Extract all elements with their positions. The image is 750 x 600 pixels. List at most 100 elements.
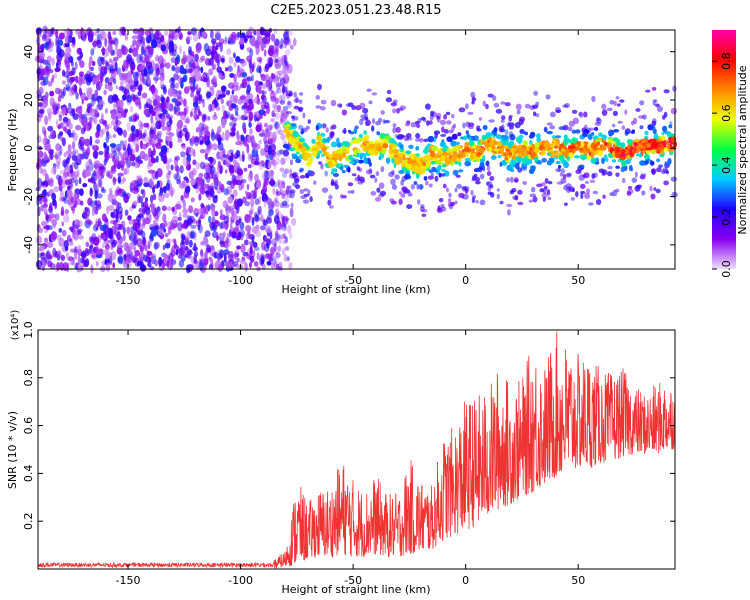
signal-blob — [546, 152, 552, 156]
noise-blob — [63, 195, 68, 204]
noise-blob — [213, 252, 218, 259]
noise-blob — [96, 193, 103, 199]
noise-blob — [216, 188, 222, 195]
noise-blob — [182, 74, 188, 83]
noise-blob — [160, 116, 166, 126]
noise-blob — [218, 72, 223, 79]
signal-blob — [506, 203, 513, 208]
signal-blob — [562, 124, 569, 131]
noise-blob — [236, 168, 244, 176]
noise-blob — [116, 111, 123, 119]
noise-blob — [88, 72, 95, 79]
noise-blob — [93, 117, 98, 125]
noise-blob — [65, 251, 70, 260]
noise-blob — [276, 149, 283, 156]
noise-blob — [222, 159, 226, 166]
noise-blob — [153, 126, 157, 135]
noise-blob — [268, 209, 274, 216]
noise-blob — [279, 234, 286, 240]
noise-blob — [119, 140, 125, 146]
noise-blob — [253, 261, 259, 267]
noise-blob — [149, 213, 152, 222]
noise-blob — [280, 133, 286, 141]
signal-blob — [342, 170, 346, 174]
signal-blob — [348, 155, 353, 160]
noise-blob — [56, 160, 60, 170]
noise-blob — [111, 194, 117, 200]
noise-blob — [217, 263, 223, 272]
signal-blob — [391, 157, 395, 164]
noise-blob — [102, 242, 105, 249]
signal-blob — [323, 138, 330, 143]
noise-blob — [160, 96, 165, 104]
noise-blob — [282, 247, 286, 256]
noise-blob — [240, 60, 247, 67]
noise-blob — [271, 110, 275, 118]
signal-blob — [440, 203, 445, 209]
signal-blob — [339, 166, 344, 171]
noise-blob — [135, 128, 139, 138]
noise-blob — [218, 38, 225, 45]
noise-blob — [40, 204, 45, 212]
noise-blob — [188, 239, 193, 248]
noise-blob — [282, 227, 287, 232]
noise-blob — [155, 210, 162, 216]
noise-blob — [108, 58, 112, 63]
noise-blob — [80, 127, 86, 135]
signal-blob — [365, 119, 371, 127]
noise-blob — [73, 252, 78, 260]
signal-blob — [524, 103, 531, 109]
noise-blob — [173, 106, 177, 115]
signal-blob — [450, 201, 456, 206]
noise-blob — [230, 180, 236, 190]
noise-blob — [77, 255, 81, 265]
signal-blob — [470, 189, 474, 196]
signal-blob — [341, 109, 348, 116]
noise-blob — [275, 191, 282, 196]
noise-blob — [119, 99, 124, 108]
noise-blob — [224, 169, 228, 174]
noise-blob — [204, 126, 209, 135]
noise-blob — [161, 205, 167, 212]
noise-blob — [220, 221, 226, 229]
signal-blob — [636, 184, 642, 188]
signal-blob — [360, 114, 366, 119]
noise-blob — [182, 127, 188, 133]
signal-blob — [591, 142, 595, 149]
signal-blob — [362, 107, 369, 114]
noise-blob — [211, 207, 216, 217]
signal-blob — [517, 201, 524, 206]
noise-blob — [75, 92, 79, 100]
noise-blob — [165, 112, 170, 119]
noise-blob — [236, 198, 243, 207]
noise-blob — [271, 238, 278, 247]
noise-blob — [274, 200, 280, 208]
signal-blob — [434, 132, 438, 139]
signal-blob — [370, 191, 377, 196]
noise-blob — [269, 124, 274, 130]
signal-blob — [478, 168, 482, 173]
noise-blob — [69, 260, 75, 266]
noise-blob — [168, 40, 174, 47]
noise-blob — [190, 86, 197, 91]
noise-blob — [261, 263, 266, 270]
noise-blob — [199, 140, 204, 145]
signal-blob — [528, 199, 534, 203]
signal-blob — [295, 184, 301, 190]
noise-blob — [87, 30, 94, 38]
noise-blob — [204, 165, 211, 173]
signal-blob — [595, 199, 602, 205]
noise-blob — [47, 177, 54, 184]
noise-blob — [256, 153, 259, 163]
noise-blob — [255, 49, 259, 56]
noise-blob — [156, 130, 163, 136]
noise-blob — [70, 196, 74, 204]
colorbar-tick-label: 0.6 — [720, 104, 733, 122]
signal-blob — [547, 147, 553, 151]
signal-blob — [385, 157, 391, 164]
noise-blob — [290, 202, 294, 208]
noise-blob — [265, 79, 271, 88]
noise-blob — [116, 247, 123, 255]
signal-blob — [431, 145, 438, 151]
